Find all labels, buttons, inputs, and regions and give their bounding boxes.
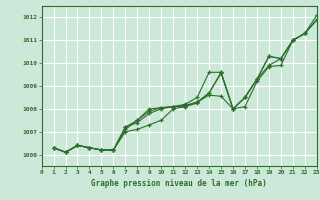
X-axis label: Graphe pression niveau de la mer (hPa): Graphe pression niveau de la mer (hPa) <box>91 179 267 188</box>
